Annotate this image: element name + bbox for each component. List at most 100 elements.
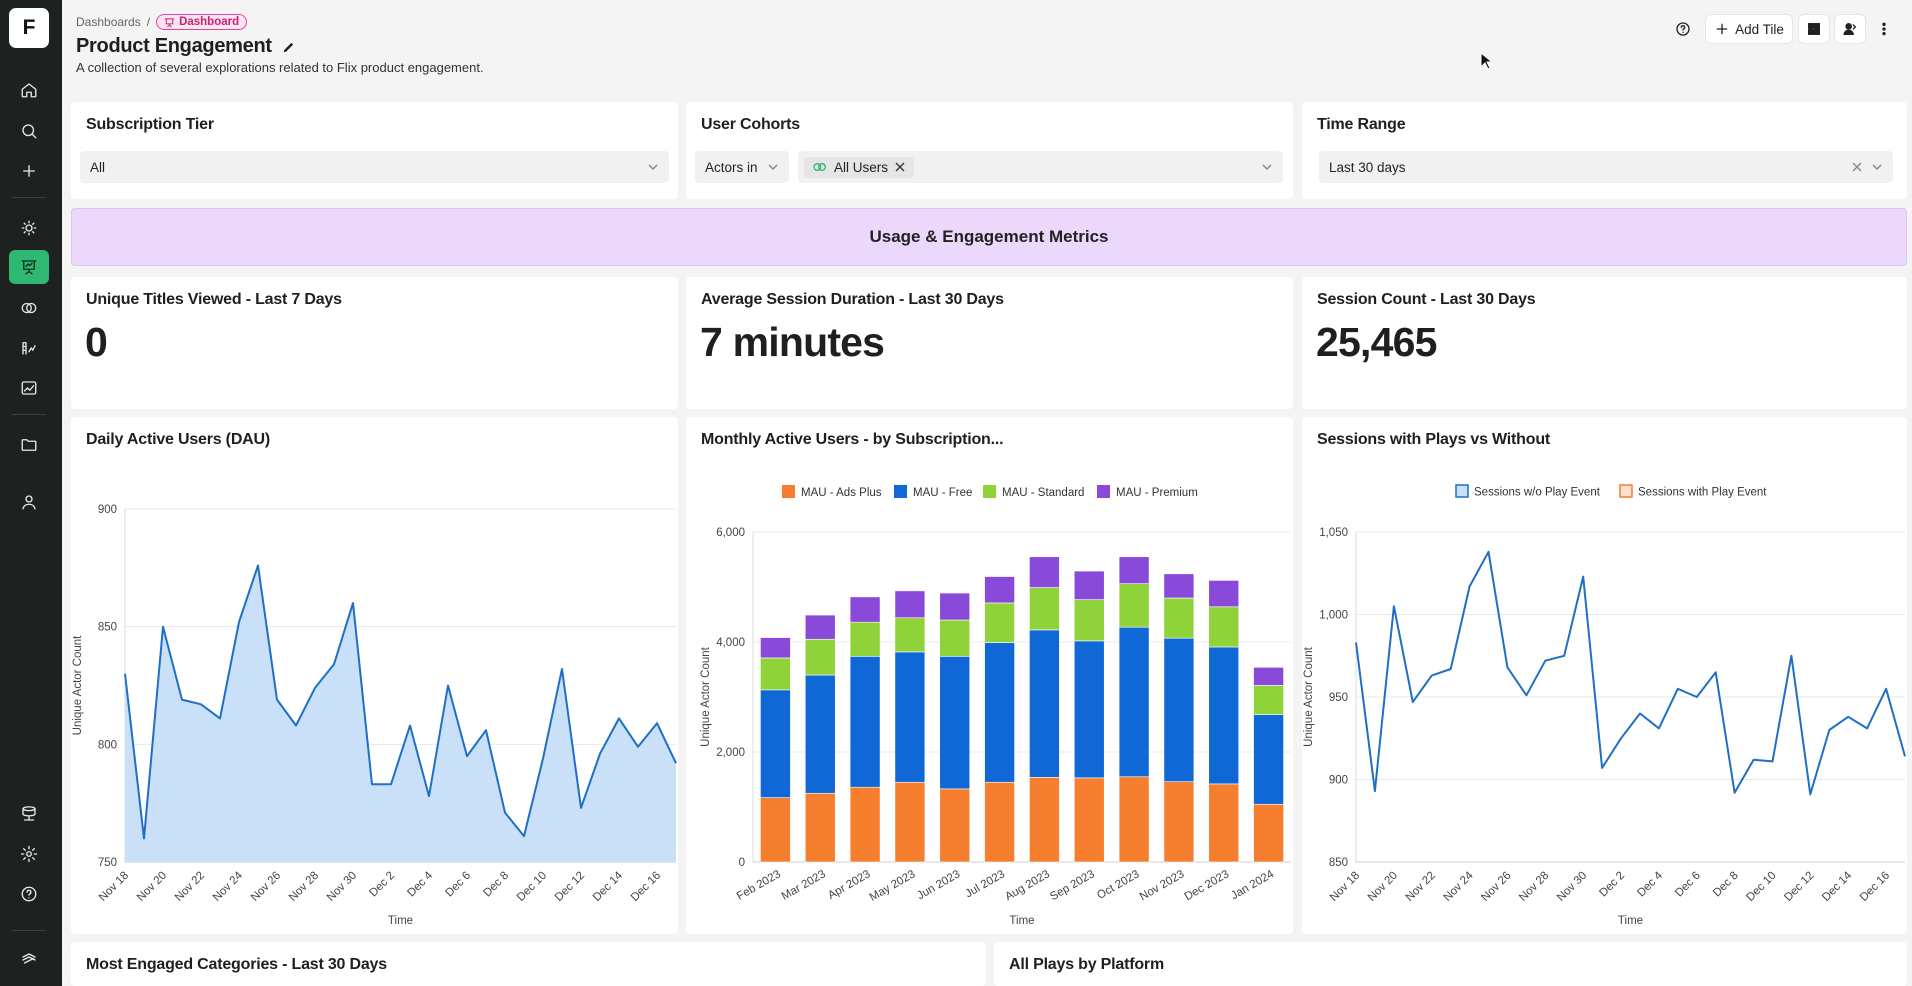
- help-icon[interactable]: [9, 877, 49, 911]
- bar-segment: [804, 638, 836, 676]
- legend-label: Sessions w/o Play Event: [1474, 487, 1601, 499]
- kpi-title: Session Count - Last 30 Days: [1317, 291, 1536, 308]
- bar-segment: [1253, 803, 1284, 863]
- kpi-session-count[interactable]: Session Count - Last 30 Days 25,465: [1302, 277, 1907, 409]
- edit-pencil-icon[interactable]: [282, 40, 296, 54]
- kpi-value: 0: [85, 319, 108, 365]
- kpi-title: Average Session Duration - Last 30 Days: [701, 291, 1004, 308]
- settings-icon[interactable]: [9, 837, 49, 871]
- bar-segment: [1208, 783, 1240, 863]
- x-tick-label: Nov 22: [173, 870, 207, 904]
- chart-title: Sessions with Plays vs Without: [1317, 431, 1551, 448]
- plus-icon[interactable]: [9, 154, 49, 188]
- bar-segment: [894, 651, 926, 783]
- all-plays-by-platform-tile[interactable]: All Plays by Platform: [994, 942, 1907, 986]
- sessions-chart-tile[interactable]: Sessions with Plays vs Without 850 900 950…: [1302, 417, 1907, 934]
- share-button[interactable]: [1834, 14, 1866, 44]
- mau-chart-tile[interactable]: Monthly Active Users - by Subscription..…: [686, 417, 1293, 934]
- kpi-unique-titles[interactable]: Unique Titles Viewed - Last 7 Days 0: [71, 277, 678, 409]
- y-tick-label: 4,000: [716, 637, 745, 649]
- legend-swatch: [1097, 485, 1110, 498]
- x-tick-label: Nov 30: [1555, 870, 1589, 904]
- bar-segment: [1118, 556, 1150, 585]
- x-tick-label: Dec 8: [481, 870, 511, 900]
- chart-icon[interactable]: [9, 371, 49, 405]
- y-tick-label: 850: [98, 622, 117, 634]
- bar-segment: [1073, 777, 1105, 863]
- bar-segment: [760, 637, 791, 659]
- x-tick-label: Dec 16: [629, 870, 663, 904]
- dashboard-icon[interactable]: [9, 250, 49, 284]
- cohort-select[interactable]: All Users: [798, 151, 1283, 183]
- x-tick-label: Nov 2023: [1138, 868, 1187, 903]
- add-tile-label: Add Tile: [1735, 21, 1784, 37]
- dau-chart-tile[interactable]: Daily Active Users (DAU) 750 800 850 900 Uni…: [71, 417, 678, 934]
- x-tick-label: Nov 28: [1517, 870, 1551, 904]
- bar-segment: [1163, 597, 1195, 639]
- clear-icon[interactable]: [1851, 161, 1863, 173]
- legend-swatch: [782, 485, 795, 498]
- x-tick-label: Sep 2023: [1048, 868, 1097, 903]
- bar-segment: [760, 657, 791, 691]
- bar-segment: [804, 792, 836, 863]
- legend-swatch: [1455, 484, 1469, 498]
- page-title: Product Engagement: [76, 35, 296, 58]
- cohort-chip: All Users: [804, 156, 915, 178]
- time-range-value: Last 30 days: [1329, 159, 1406, 175]
- home-icon[interactable]: [9, 73, 49, 107]
- app-logo[interactable]: F: [9, 8, 49, 48]
- folder-icon[interactable]: [9, 428, 49, 462]
- mouse-cursor-icon: [1480, 52, 1492, 70]
- bar-segment: [1163, 781, 1195, 863]
- data-icon[interactable]: [9, 797, 49, 831]
- bar-segment: [939, 656, 971, 790]
- subscription-tier-value: All: [90, 159, 106, 175]
- most-engaged-categories-tile[interactable]: Most Engaged Categories - Last 30 Days: [71, 942, 986, 986]
- user-cohorts-filter: User Cohorts Actors in All Users: [686, 102, 1293, 199]
- y-tick-label: 0: [739, 857, 745, 869]
- sessions-chart: 850 900 950 1,000 1,050 Unique Actor Count Tim…: [1303, 484, 1906, 927]
- x-tick-label: May 2023: [868, 868, 918, 904]
- page-header: Dashboards / Dashboard Product Engagemen…: [62, 0, 1912, 90]
- cohort-mode-select[interactable]: Actors in: [695, 151, 789, 183]
- y-tick-label: 850: [1329, 857, 1348, 869]
- page-title-text: Product Engagement: [76, 35, 272, 57]
- bar-segment: [1029, 776, 1060, 863]
- y-tick-label: 900: [98, 504, 117, 516]
- x-tick-label: Oct 2023: [1095, 868, 1141, 902]
- x-tick-label: Dec 6: [1673, 870, 1703, 900]
- user-icon[interactable]: [9, 485, 49, 519]
- x-tick-label: Dec 12: [553, 870, 587, 904]
- bar-segment: [760, 797, 791, 863]
- bar-segment: [1163, 573, 1195, 599]
- time-range-filter: Time Range Last 30 days: [1302, 102, 1907, 199]
- lightbulb-icon[interactable]: [9, 211, 49, 245]
- subscription-tier-select[interactable]: All: [80, 151, 669, 183]
- layout-button[interactable]: [1798, 14, 1830, 44]
- brand-icon[interactable]: [9, 940, 49, 974]
- subscription-tier-filter: Subscription Tier All: [71, 102, 678, 199]
- dashboard-badge: Dashboard: [156, 14, 248, 30]
- time-range-select[interactable]: Last 30 days: [1319, 151, 1893, 183]
- kpi-avg-session-duration[interactable]: Average Session Duration - Last 30 Days …: [686, 277, 1293, 409]
- x-tick-label: Nov 24: [211, 869, 246, 904]
- cohorts-icon[interactable]: [9, 291, 49, 325]
- breadcrumb-dashboards-link[interactable]: Dashboards: [76, 15, 141, 29]
- remove-chip-icon[interactable]: [894, 161, 906, 173]
- bar-segment: [849, 596, 881, 623]
- x-tick-label: Jul 2023: [963, 868, 1007, 900]
- help-button[interactable]: [1668, 14, 1698, 44]
- y-axis-label: Unique Actor Count: [700, 646, 712, 747]
- dau-chart: 750 800 850 900 Unique Actor Count Time Nov 18…: [72, 504, 677, 927]
- x-tick-label: Nov 18: [97, 870, 131, 904]
- series-line: [124, 564, 677, 840]
- sidebar-divider: [12, 414, 46, 415]
- sidebar-divider: [12, 197, 46, 198]
- bar-segment: [1029, 629, 1060, 778]
- more-options-button[interactable]: [1870, 14, 1898, 44]
- search-icon[interactable]: [9, 114, 49, 148]
- y-tick-label: 6,000: [716, 527, 745, 539]
- add-tile-button[interactable]: Add Tile: [1705, 14, 1793, 44]
- metrics-icon[interactable]: [9, 331, 49, 365]
- legend-swatch: [983, 485, 996, 498]
